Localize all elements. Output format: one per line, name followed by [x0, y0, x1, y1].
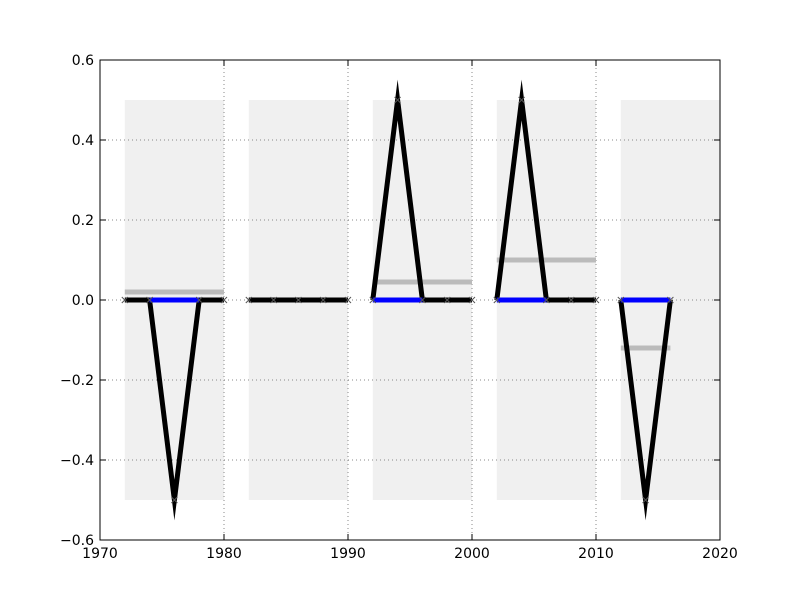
- data-point-marker: [295, 296, 302, 304]
- data-point-marker: [567, 296, 575, 304]
- y-tick-label: 0.2: [72, 213, 94, 229]
- data-point-marker: [171, 496, 178, 504]
- data-point-marker: [617, 296, 625, 304]
- y-tick-label: 0.4: [72, 133, 94, 149]
- y-tick-label: −0.6: [60, 533, 94, 549]
- data-point-marker: [468, 296, 476, 304]
- data-point-marker: [369, 296, 377, 304]
- data-point-marker: [592, 296, 600, 304]
- x-tick-label: 1990: [330, 546, 366, 562]
- data-point-marker: [443, 296, 451, 304]
- data-markers: [121, 96, 674, 504]
- x-tick-label: 2010: [578, 546, 614, 562]
- data-point-marker: [270, 296, 277, 304]
- x-tick-labels: 1970 1980 1990 2000 2010 2020: [82, 546, 738, 562]
- data-point-marker: [394, 96, 401, 104]
- y-tick-label: −0.4: [60, 453, 94, 469]
- data-point-marker: [493, 296, 501, 304]
- axis-ticks: [99, 59, 721, 541]
- y-tick-label: 0.0: [72, 293, 94, 309]
- x-tick-label: 1980: [206, 546, 242, 562]
- data-point-marker: [146, 296, 153, 304]
- data-point-marker: [642, 496, 649, 504]
- data-point-marker: [121, 296, 129, 304]
- data-point-marker: [419, 296, 426, 304]
- x-tick-label: 2020: [702, 546, 738, 562]
- data-point-marker: [518, 96, 525, 104]
- data-point-marker: [245, 296, 253, 304]
- x-tick-label: 2000: [454, 546, 490, 562]
- x-tick-label: 1970: [82, 546, 118, 562]
- y-tick-label: 0.6: [72, 53, 94, 69]
- data-point-marker: [319, 296, 327, 304]
- y-tick-labels: −0.6 −0.4 −0.2 0.0 0.2 0.4 0.6: [60, 53, 94, 549]
- data-point-marker: [543, 296, 550, 304]
- data-point-marker: [195, 296, 203, 304]
- data-point-marker: [220, 296, 228, 304]
- data-point-marker: [667, 296, 674, 304]
- y-tick-label: −0.2: [60, 373, 94, 389]
- data-point-marker: [344, 296, 352, 304]
